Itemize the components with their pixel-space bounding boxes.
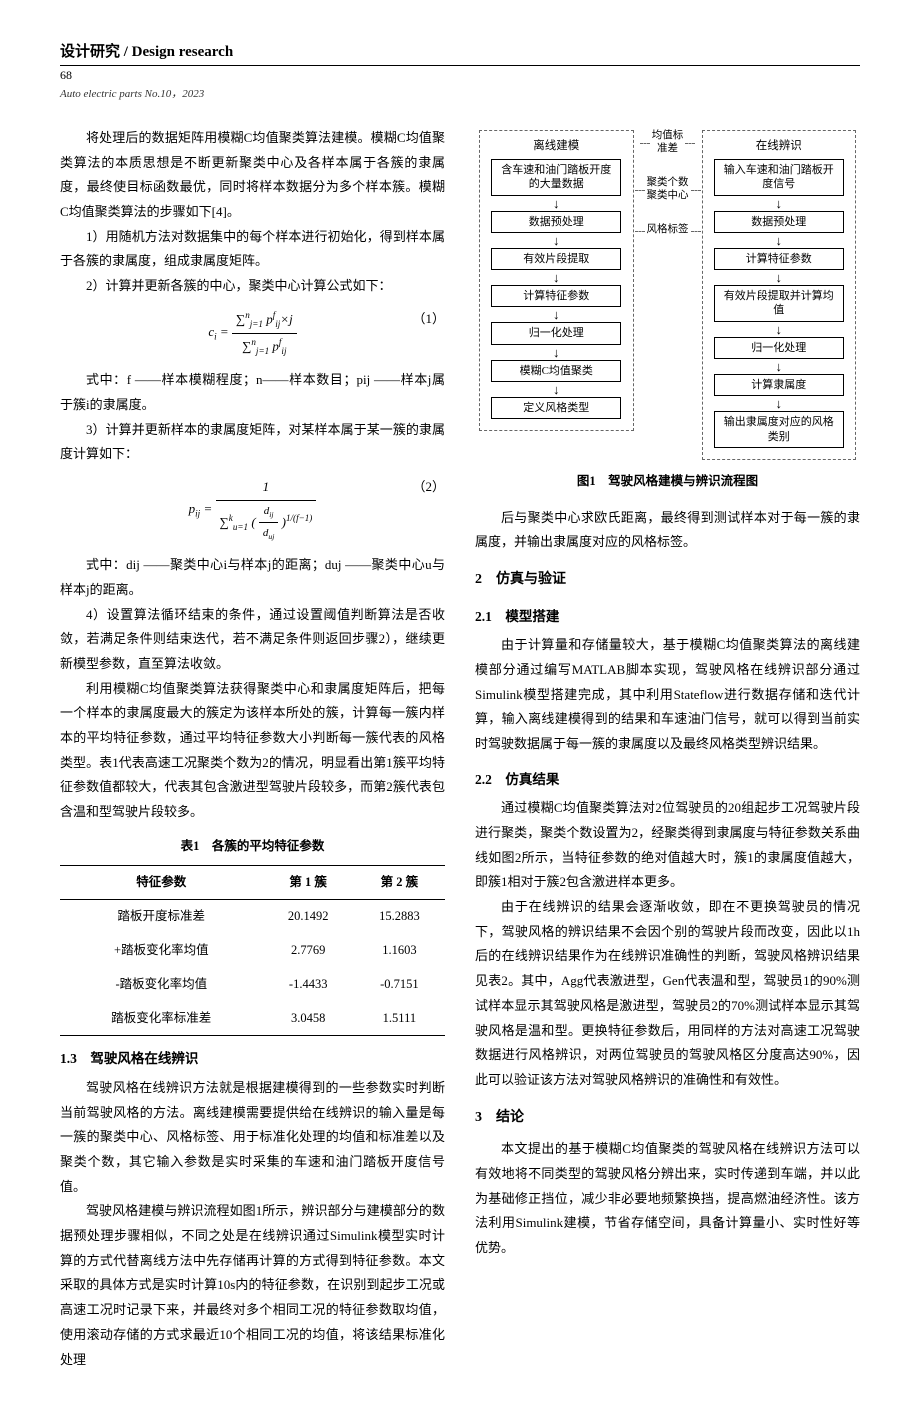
flow-box: 有效片段提取并计算均值 [714,285,844,322]
paragraph: 由于计算量和存储量较大，基于模糊C均值聚类算法的离线建模部分通过编写MATLAB… [475,633,860,756]
table-row: 踏板开度标准差20.149215.2883 [60,900,445,934]
table-cell: 1.1603 [354,934,445,968]
paragraph: 本文提出的基于模糊C均值聚类的驾驶风格在线辨识方法可以有效地将不同类型的驾驶风格… [475,1137,860,1260]
table-cell: 踏板开度标准差 [60,900,263,934]
table-cell: -1.4433 [263,968,354,1002]
section-1-3-title: 1.3 驾驶风格在线辨识 [60,1046,445,1072]
flow-box: 含车速和油门踏板开度的大量数据 [491,159,621,196]
table1-caption: 表1 各簇的平均特征参数 [60,835,445,859]
flow-box: 模糊C均值聚类 [491,360,621,382]
section-2-title: 2 仿真与验证 [475,567,860,594]
table-cell: -踏板变化率均值 [60,968,263,1002]
arrow-down-icon: ↓ [553,383,560,396]
section-2-2-title: 2.2 仿真结果 [475,767,860,793]
flowchart-right-col: 在线辨识 输入车速和油门踏板开度信号↓数据预处理↓计算特征参数↓有效片段提取并计… [702,130,857,460]
arrow-down-icon: ↓ [553,197,560,210]
step-3: 3）计算并更新样本的隶属度矩阵，对某样本属于某一簇的隶属度计算如下： [60,418,445,467]
flow-box: 定义风格类型 [491,397,621,419]
table-cell: 15.2883 [354,900,445,934]
table-header-row: 特征参数 第 1 簇 第 2 簇 [60,865,445,900]
table-header: 特征参数 [60,865,263,900]
arrow-down-icon: ↓ [553,308,560,321]
paragraph: 驾驶风格在线辨识方法就是根据建模得到的一些参数实时判断当前驾驶风格的方法。离线建… [60,1076,445,1199]
table-header: 第 2 簇 [354,865,445,900]
flowchart-left-col: 离线建模 含车速和油门踏板开度的大量数据↓数据预处理↓有效片段提取↓计算特征参数… [479,130,634,431]
paragraph: 驾驶风格建模与辨识流程如图1所示，辨识部分与建模部分的数据预处理步骤相似，不同之… [60,1199,445,1372]
table-row: +踏板变化率均值2.77691.1603 [60,934,445,968]
flow-connector-label: 风格标签 [647,224,689,237]
arrow-down-icon: ↓ [776,197,783,210]
flowchart-right-title: 在线辨识 [756,139,802,154]
section-2-1-title: 2.1 模型搭建 [475,604,860,630]
flow-box: 归一化处理 [714,337,844,359]
flow-box: 输出隶属度对应的风格类别 [714,411,844,448]
equation-1: ci = ∑nj=1 pfij×j ∑nj=1 pfij （1） [60,307,445,360]
eq2-explanation: 式中：dij ——聚类中心i与样本j的距离；duj ——聚类中心u与样本j的距离… [60,553,445,602]
table-row: -踏板变化率均值-1.4433-0.7151 [60,968,445,1002]
left-column: 将处理后的数据矩阵用模糊C均值聚类算法建模。模糊C均值聚类算法的本质思想是不断更… [60,126,445,1372]
arrow-down-icon: ↓ [776,360,783,373]
step-4: 4）设置算法循环结束的条件，通过设置阈值判断算法是否收敛，若满足条件则结束迭代，… [60,603,445,677]
page-number: 68 [60,68,860,83]
figure1-caption: 图1 驾驶风格建模与辨识流程图 [475,470,860,494]
arrow-down-icon: ↓ [776,323,783,336]
flow-box: 输入车速和油门踏板开度信号 [714,159,844,196]
table-cell: 1.5111 [354,1002,445,1036]
arrow-down-icon: ↓ [776,234,783,247]
table-header: 第 1 簇 [263,865,354,900]
table-cell: 踏板变化率标准差 [60,1002,263,1036]
section-3-title: 3 结论 [475,1105,860,1132]
paragraph: 后与聚类中心求欧氏距离，最终得到测试样本对于每一簇的隶属度，并输出隶属度对应的风… [475,506,860,555]
arrow-down-icon: ↓ [776,271,783,284]
paragraph: 通过模糊C均值聚类算法对2位驾驶员的20组起步工况驾驶片段进行聚类，聚类个数设置… [475,796,860,895]
flow-box: 计算特征参数 [714,248,844,270]
arrow-down-icon: ↓ [776,397,783,410]
flow-box: 计算隶属度 [714,374,844,396]
table-cell: +踏板变化率均值 [60,934,263,968]
flow-box: 数据预处理 [491,211,621,233]
table-row: 踏板变化率标准差3.04581.5111 [60,1002,445,1036]
table1: 特征参数 第 1 簇 第 2 簇 踏板开度标准差20.149215.2883+踏… [60,865,445,1037]
flow-box: 归一化处理 [491,322,621,344]
content-area: 将处理后的数据矩阵用模糊C均值聚类算法建模。模糊C均值聚类算法的本质思想是不断更… [60,126,860,1372]
flow-connector-label: 均值标准差 [652,130,684,155]
paragraph: 由于在线辨识的结果会逐渐收敛，即在不更换驾驶员的情况下，驾驶风格的辨识结果不会因… [475,895,860,1093]
flowchart-connectors: 均值标准差聚类个数聚类中心风格标签 [644,130,692,257]
eq-number: （1） [412,307,445,332]
paragraph: 将处理后的数据矩阵用模糊C均值聚类算法建模。模糊C均值聚类算法的本质思想是不断更… [60,126,445,225]
table-cell: -0.7151 [354,968,445,1002]
table-cell: 2.7769 [263,934,354,968]
arrow-down-icon: ↓ [553,271,560,284]
flow-box: 数据预处理 [714,211,844,233]
journal-info: Auto electric parts No.10，2023 [60,85,860,101]
right-column: 离线建模 含车速和油门踏板开度的大量数据↓数据预处理↓有效片段提取↓计算特征参数… [475,126,860,1372]
page-header: 设计研究 / Design research 68 Auto electric … [60,40,860,101]
flowchart-left-title: 离线建模 [533,139,579,154]
equation-2: pij = 1 ∑ku=1 ( dijduj )1/(f−1) （2） [60,475,445,545]
flowchart: 离线建模 含车速和油门踏板开度的大量数据↓数据预处理↓有效片段提取↓计算特征参数… [475,126,860,464]
paragraph: 利用模糊C均值聚类算法获得聚类中心和隶属度矩阵后，把每一个样本的隶属度最大的簇定… [60,677,445,825]
step-2: 2）计算并更新各簇的中心，聚类中心计算公式如下： [60,274,445,299]
eq1-explanation: 式中：f ——样本模糊程度；n——样本数目；pij ——样本j属于簇i的隶属度。 [60,368,445,417]
table-cell: 20.1492 [263,900,354,934]
flow-box: 计算特征参数 [491,285,621,307]
header-category: 设计研究 / Design research [60,40,860,66]
table-cell: 3.0458 [263,1002,354,1036]
arrow-down-icon: ↓ [553,346,560,359]
flow-connector-label: 聚类个数聚类中心 [647,177,689,202]
step-1: 1）用随机方法对数据集中的每个样本进行初始化，得到样本属于各簇的隶属度，组成隶属… [60,225,445,274]
flow-box: 有效片段提取 [491,248,621,270]
arrow-down-icon: ↓ [553,234,560,247]
eq-number: （2） [412,475,445,500]
